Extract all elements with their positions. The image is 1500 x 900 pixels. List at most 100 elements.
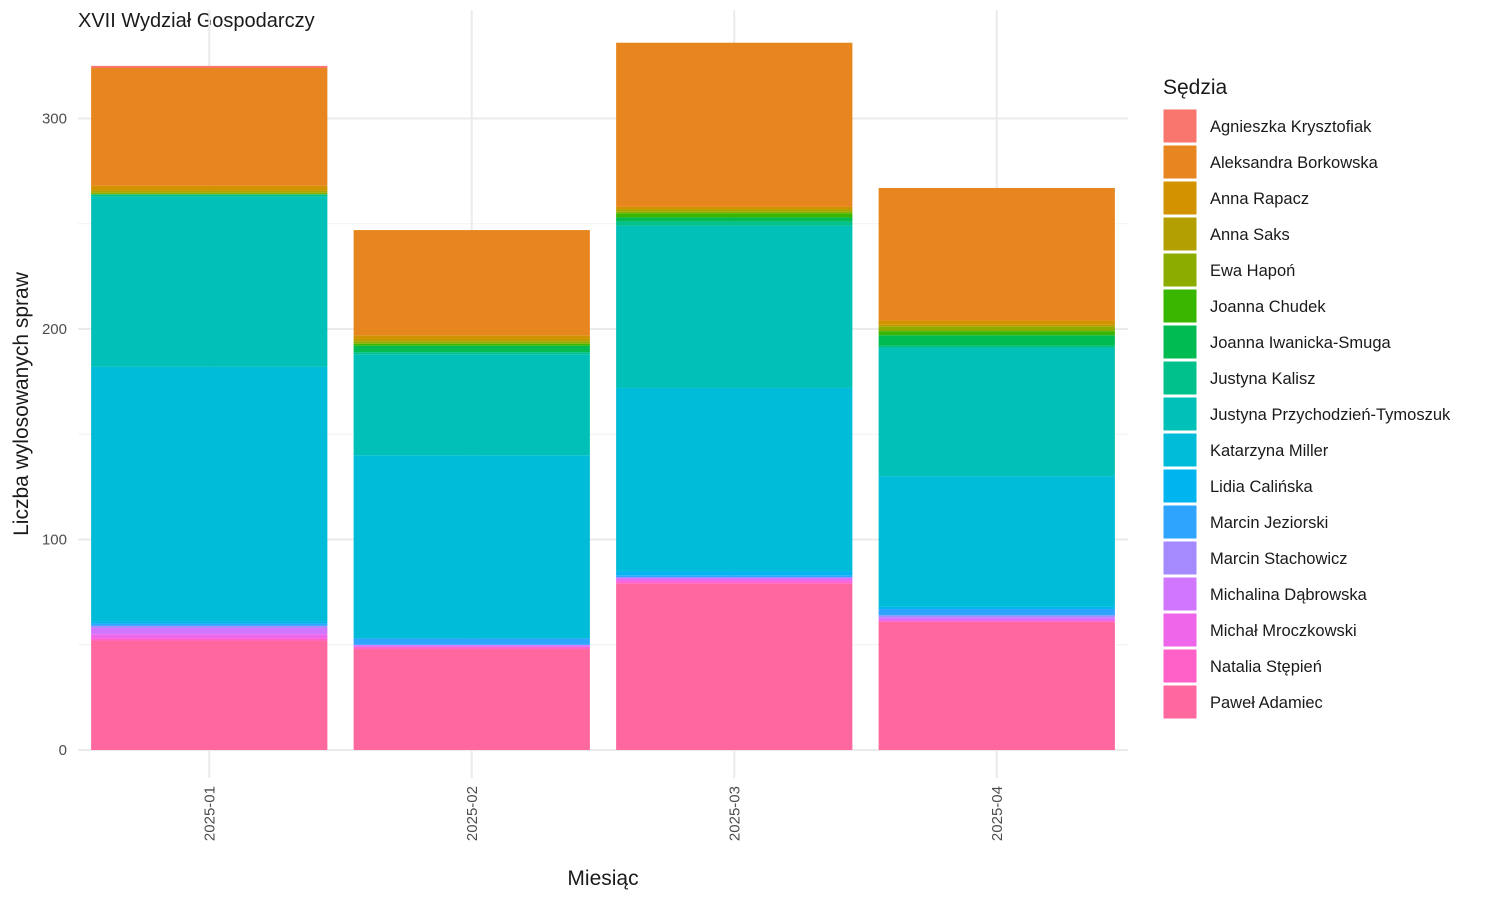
- bar-segment: [91, 638, 328, 641]
- legend-key: [1162, 432, 1198, 468]
- legend-label: Aleksandra Borkowska: [1210, 154, 1379, 172]
- bar-segment: [91, 194, 328, 197]
- bar-segment: [616, 579, 853, 582]
- legend-key: [1162, 396, 1198, 432]
- legend-label: Michalina Dąbrowska: [1210, 586, 1368, 604]
- x-axis: 2025-01 2025-02 2025-03 2025-04: [201, 786, 1006, 841]
- bar-segment: [616, 213, 853, 218]
- bar-segment: [91, 65, 328, 68]
- legend-label: Natalia Stępień: [1210, 658, 1322, 676]
- y-tick-label: 100: [42, 532, 67, 549]
- bar-segment: [353, 335, 590, 340]
- x-axis-title: Miesiąc: [567, 867, 638, 890]
- bar-segment: [878, 615, 1115, 618]
- bar-segment: [353, 455, 590, 639]
- bar-segment: [616, 206, 853, 210]
- bar-segment: [353, 638, 590, 645]
- bar-segment: [878, 331, 1115, 336]
- legend-label: Michał Mroczkowski: [1210, 622, 1357, 640]
- legend-title: Sędzia: [1163, 76, 1228, 99]
- bar-segment: [878, 608, 1115, 616]
- bar-segment: [616, 577, 853, 580]
- legend-key: [1162, 252, 1198, 288]
- legend-label: Marcin Jeziorski: [1210, 514, 1328, 532]
- bar-segment: [878, 324, 1115, 327]
- legend-key: [1162, 540, 1198, 576]
- bar-segment: [353, 648, 590, 750]
- bar-segment: [91, 366, 328, 622]
- bar-segment: [616, 575, 853, 578]
- legend-label: Lidia Calińska: [1210, 478, 1314, 496]
- y-axis: 0 100 200 300: [42, 111, 67, 760]
- bar-segment: [616, 211, 853, 214]
- legend-key: [1162, 144, 1198, 180]
- bar-segment: [91, 67, 328, 186]
- bar-segment: [91, 621, 328, 624]
- bar-segment: [878, 187, 1115, 321]
- bar-segment: [91, 625, 328, 628]
- legend-key: [1162, 612, 1198, 648]
- bar-segment: [878, 320, 1115, 325]
- legend-key: [1162, 288, 1198, 324]
- legend-key: [1162, 648, 1198, 684]
- x-tick-label: 2025-01: [201, 786, 218, 841]
- legend-label: Justyna Kalisz: [1210, 370, 1315, 388]
- legend-label: Katarzyna Miller: [1210, 442, 1329, 460]
- bar-segment: [91, 192, 328, 195]
- bar-segment: [616, 581, 853, 584]
- legend-label: Agnieszka Krysztofiak: [1210, 118, 1372, 136]
- legend: Sędzia Agnieszka Krysztofiak Aleksandra B…: [1162, 76, 1451, 720]
- bar-segment: [616, 583, 853, 750]
- bar-segment: [878, 606, 1115, 609]
- y-tick-label: 300: [42, 111, 67, 128]
- x-tick-label: 2025-04: [989, 786, 1006, 841]
- legend-key: [1162, 684, 1198, 720]
- legend-key: [1162, 108, 1198, 144]
- bar-segment: [91, 190, 328, 193]
- legend-label: Ewa Hapoń: [1210, 262, 1295, 280]
- bar-segment: [616, 571, 853, 576]
- legend-label: Paweł Adamiec: [1210, 694, 1323, 712]
- bar-segment: [878, 345, 1115, 348]
- bar-segment: [616, 209, 853, 212]
- bar-segment: [353, 354, 590, 456]
- legend-label: Anna Saks: [1210, 226, 1290, 244]
- bar-segment: [878, 617, 1115, 620]
- bar-segment: [353, 339, 590, 342]
- legend-label: Joanna Chudek: [1210, 298, 1326, 316]
- bar-segment: [878, 476, 1115, 607]
- y-tick-label: 0: [59, 742, 67, 759]
- bar-segment: [616, 387, 853, 572]
- legend-label: Justyna Przychodzień-Tymoszuk: [1210, 406, 1451, 424]
- legend-key: [1162, 504, 1198, 540]
- legend-key: [1162, 576, 1198, 612]
- legend-key: [1162, 360, 1198, 396]
- bar-segment: [353, 352, 590, 355]
- legend-label: Joanna Iwanicka-Smuga: [1210, 334, 1392, 352]
- x-tick-label: 2025-02: [464, 786, 481, 841]
- bar-segment: [878, 335, 1115, 346]
- legend-key: [1162, 324, 1198, 360]
- bar-segment: [91, 640, 328, 750]
- bars: [91, 42, 1115, 750]
- legend-key: [1162, 216, 1198, 252]
- bar-segment: [616, 217, 853, 222]
- chart-title: XVII Wydział Gospodarczy: [78, 10, 315, 32]
- y-axis-title: Liczba wylosowanych spraw: [10, 271, 33, 536]
- legend-label: Anna Rapacz: [1210, 190, 1309, 208]
- y-tick-label: 200: [42, 321, 67, 338]
- bar-segment: [616, 42, 853, 207]
- bar-segment: [878, 347, 1115, 477]
- bar-segment: [91, 623, 328, 626]
- bar-segment: [878, 621, 1115, 750]
- bar-segment: [91, 634, 328, 639]
- legend-key: [1162, 180, 1198, 216]
- x-tick-label: 2025-03: [726, 786, 743, 841]
- bar-segment: [353, 644, 590, 647]
- bar-segment: [878, 619, 1115, 622]
- bar-segment: [91, 185, 328, 191]
- bar-segment: [91, 196, 328, 367]
- bar-segment: [353, 345, 590, 353]
- bar-segment: [878, 326, 1115, 332]
